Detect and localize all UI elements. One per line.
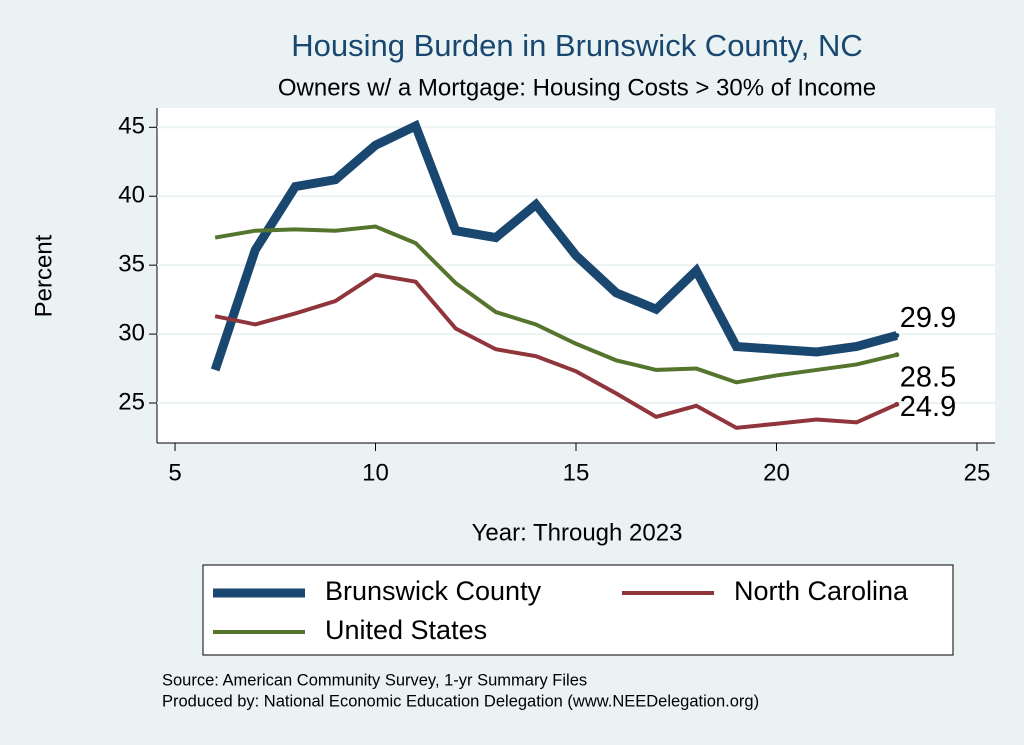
- source-note: Source: American Community Survey, 1-yr …: [162, 671, 587, 689]
- chart-subtitle: Owners w/ a Mortgage: Housing Costs > 30…: [278, 74, 876, 101]
- chart-title: Housing Burden in Brunswick County, NC: [291, 28, 862, 63]
- x-tick-label: 25: [964, 459, 991, 486]
- legend: [202, 564, 954, 656]
- y-tick-label: 35: [118, 251, 145, 278]
- legend-label: United States: [325, 615, 487, 645]
- end-marker: [894, 332, 900, 338]
- y-tick-label: 40: [118, 182, 145, 209]
- producer-note: Produced by: National Economic Education…: [162, 692, 759, 710]
- y-tick-label: 30: [118, 319, 145, 346]
- x-axis-label: Year: Through 2023: [472, 519, 683, 546]
- y-axis-label: Percent: [30, 234, 57, 317]
- x-tick-label: 15: [563, 459, 590, 486]
- x-tick-label: 5: [168, 459, 181, 486]
- x-tick-label: 20: [763, 459, 790, 486]
- data-label: 24.9: [900, 391, 956, 423]
- series-line: [210, 119, 898, 372]
- y-tick-label: 25: [118, 388, 145, 415]
- legend-label: North Carolina: [734, 576, 909, 606]
- y-tick-label: 45: [118, 113, 145, 140]
- data-label: 28.5: [900, 361, 956, 393]
- series-line: [214, 224, 898, 385]
- plot-area: [157, 108, 995, 443]
- series-line: [214, 272, 898, 430]
- data-label: 29.9: [900, 302, 956, 334]
- legend-label: Brunswick County: [325, 576, 542, 606]
- end-marker: [894, 401, 900, 407]
- end-marker: [894, 352, 900, 358]
- x-tick-label: 10: [362, 459, 389, 486]
